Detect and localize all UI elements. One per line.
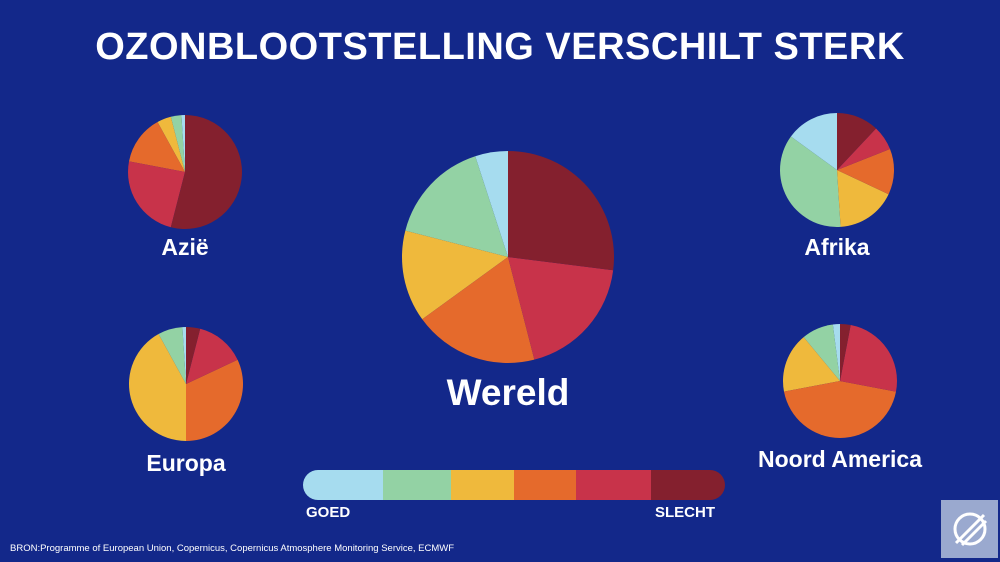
pie-slice-noord-america-4 <box>784 381 896 438</box>
pie-label-europa: Europa <box>146 450 225 476</box>
pie-slice-europa-1 <box>182 326 186 384</box>
pie-slice-noord-america-2 <box>803 324 840 381</box>
legend-swatch-1 <box>303 470 383 500</box>
legend-bar <box>303 470 725 500</box>
pie-label-afrika: Afrika <box>804 234 869 260</box>
pie-slice-azie-3 <box>157 116 185 172</box>
pie-europa: Europa <box>128 326 244 476</box>
pie-slice-azie-5 <box>128 161 185 228</box>
pie-label-wereld: Wereld <box>447 372 570 413</box>
pie-slice-azie-4 <box>129 122 185 172</box>
pie-slice-europa-6 <box>186 327 201 384</box>
pie-slice-azie-6 <box>170 115 242 229</box>
pie-label-azie: Azië <box>161 234 208 260</box>
legend-swatch-6 <box>651 470 725 500</box>
pie-slice-europa-2 <box>158 327 186 384</box>
legend-bad-label: SLECHT <box>655 504 715 521</box>
pie-afrika: Afrika <box>780 113 895 260</box>
legend-swatch-3 <box>451 470 514 500</box>
copernicus-logo-icon <box>941 500 998 558</box>
pie-slice-wereld-5 <box>508 257 614 360</box>
source-credit: BRON:Programme of European Union, Copern… <box>10 543 455 554</box>
pie-slice-noord-america-3 <box>783 337 840 392</box>
pie-slice-azie-1 <box>181 114 185 172</box>
pie-slice-europa-3 <box>128 334 186 441</box>
pie-slice-europa-4 <box>186 359 244 441</box>
page-title: OZONBLOOTSTELLING VERSCHILT STERK <box>95 26 905 68</box>
legend-swatch-4 <box>514 470 576 500</box>
pie-slice-afrika-3 <box>837 170 889 227</box>
pie-slice-azie-2 <box>170 115 185 172</box>
legend-swatch-2 <box>383 470 451 500</box>
pie-noord-america: Noord America <box>758 324 922 472</box>
pie-slice-noord-america-1 <box>832 324 840 381</box>
pie-slice-wereld-3 <box>401 230 508 320</box>
pie-slice-noord-america-6 <box>840 324 851 381</box>
pie-slice-afrika-1 <box>790 113 837 170</box>
pie-slice-afrika-2 <box>780 136 841 228</box>
legend-swatch-5 <box>576 470 651 500</box>
pie-wereld: Wereld <box>401 151 614 413</box>
pie-azie: Azië <box>128 114 242 260</box>
pie-slice-afrika-6 <box>837 113 877 170</box>
color-legend <box>303 470 725 502</box>
pie-slice-afrika-5 <box>837 128 890 170</box>
pie-label-noord-america: Noord America <box>758 446 922 472</box>
legend-good-label: GOED <box>306 504 351 521</box>
pie-slice-wereld-4 <box>422 257 535 364</box>
pie-slice-wereld-6 <box>508 151 614 271</box>
pie-slice-wereld-1 <box>475 151 508 257</box>
pie-slice-noord-america-5 <box>840 325 897 392</box>
pie-slice-europa-5 <box>186 328 238 384</box>
pie-slice-wereld-2 <box>405 156 508 257</box>
pie-slice-afrika-4 <box>837 149 895 195</box>
